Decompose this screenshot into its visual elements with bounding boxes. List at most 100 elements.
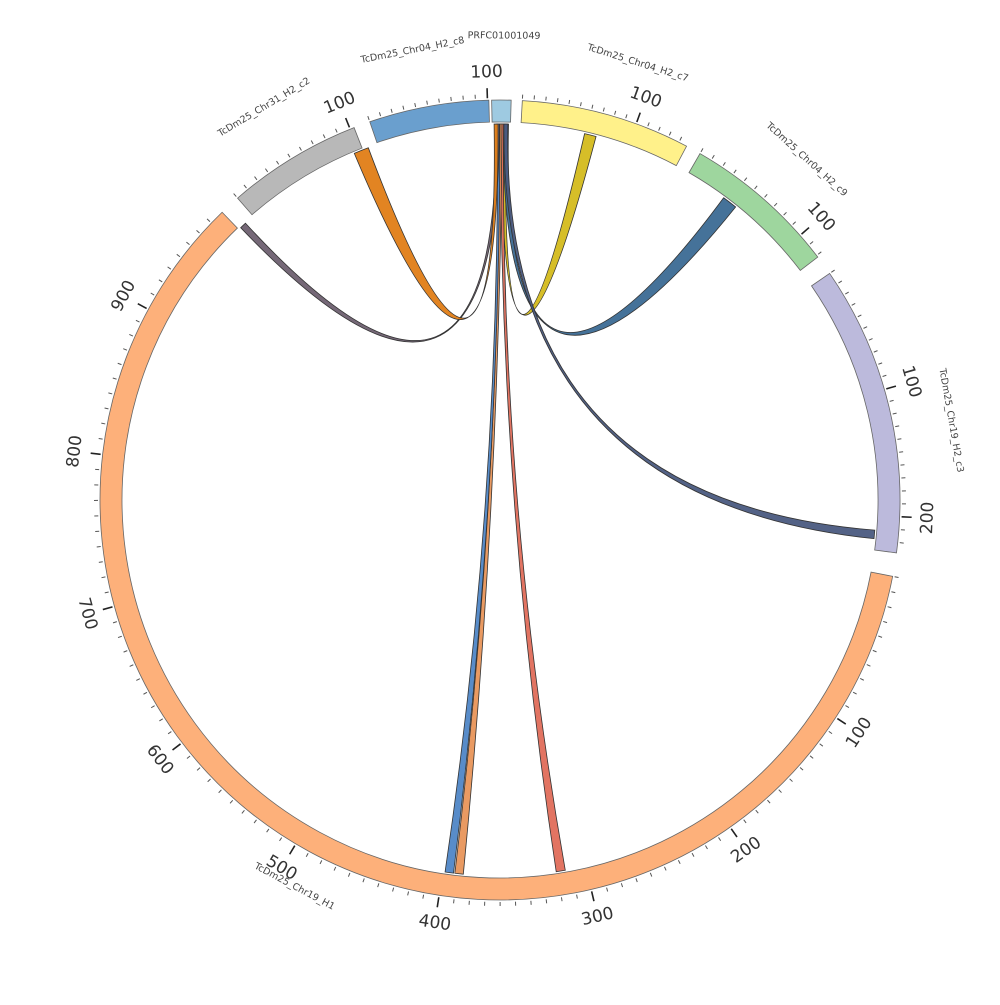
minor-tick <box>767 800 770 803</box>
segment-label-c3: TcDm25_Chr19_H2_c3 <box>936 367 965 474</box>
tick-label-H1-700: 700 <box>73 596 101 633</box>
minor-tick <box>873 650 877 651</box>
minor-tick <box>118 636 122 637</box>
minor-tick <box>860 678 864 680</box>
minor-tick <box>705 846 707 849</box>
tick-label-c9-100: 100 <box>803 198 839 236</box>
minor-tick <box>311 141 313 145</box>
minor-tick <box>323 134 325 138</box>
minor-tick <box>391 109 392 113</box>
link-PRFC01001049-c7-0 <box>501 124 596 315</box>
minor-tick <box>277 161 279 164</box>
segment-label-c8: TcDm25_Chr04_H2_c8 <box>359 35 466 66</box>
minor-tick <box>678 860 680 864</box>
segment-c3 <box>812 273 900 552</box>
minor-tick <box>99 438 103 439</box>
segment-label-c2: TcDm25_Chr31_H2_c2 <box>215 76 312 140</box>
tick-label-H1-300: 300 <box>580 903 616 930</box>
tick-label-H1-100: 100 <box>842 714 876 752</box>
minor-tick <box>800 768 803 771</box>
minor-tick <box>427 101 428 105</box>
minor-tick <box>829 731 832 733</box>
minor-tick <box>701 148 703 151</box>
minor-tick <box>869 339 873 341</box>
major-tick <box>346 118 350 127</box>
minor-tick <box>845 706 848 708</box>
tick-label-H1-900: 900 <box>107 277 140 315</box>
minor-tick <box>368 116 369 120</box>
segment-label-c7: TcDm25_Chr04_H2_c7 <box>585 42 690 84</box>
minor-tick <box>669 132 671 136</box>
tick-label-H1-400: 400 <box>417 911 452 936</box>
tick-label-c7-100: 100 <box>627 83 664 113</box>
tick-label-c3-200: 200 <box>917 501 938 534</box>
minor-tick <box>378 883 379 887</box>
minor-tick <box>734 170 736 173</box>
minor-tick <box>254 820 256 823</box>
minor-tick <box>878 363 882 364</box>
minor-tick <box>890 400 894 401</box>
major-tick <box>103 607 113 610</box>
minor-tick <box>118 363 122 364</box>
minor-tick <box>151 293 154 295</box>
minor-tick <box>187 756 190 759</box>
segment-label-PRFC01001049: PRFC01001049 <box>468 30 541 42</box>
minor-tick <box>105 592 109 593</box>
minor-tick <box>306 853 308 857</box>
minor-tick <box>615 111 616 115</box>
segment-c9 <box>689 154 818 271</box>
minor-tick <box>557 98 558 102</box>
tick-label-c3-100: 100 <box>897 363 925 400</box>
minor-tick <box>858 315 862 317</box>
minor-tick <box>893 413 897 414</box>
minor-tick <box>810 242 813 245</box>
major-tick <box>91 453 101 454</box>
minor-tick <box>810 756 813 759</box>
minor-tick <box>336 129 338 133</box>
minor-tick <box>636 878 637 882</box>
minor-tick <box>280 838 282 841</box>
minor-tick <box>334 867 336 871</box>
minor-tick <box>744 820 746 823</box>
minor-tick <box>105 408 109 409</box>
minor-tick <box>603 108 604 112</box>
minor-tick <box>774 203 777 206</box>
minor-tick <box>168 267 171 269</box>
minor-tick <box>108 393 112 394</box>
minor-tick <box>363 878 364 882</box>
major-tick <box>592 891 594 901</box>
minor-tick <box>895 426 899 427</box>
minor-tick <box>320 860 322 864</box>
minor-tick <box>379 112 380 116</box>
minor-tick <box>267 829 269 832</box>
minor-tick <box>242 810 245 813</box>
segment-label-c9: TcDm25_Chr04_H2_c9 <box>763 120 849 199</box>
tick-label-H1-600: 600 <box>142 741 178 779</box>
major-tick <box>138 304 147 309</box>
minor-tick <box>755 186 758 189</box>
minor-tick <box>208 779 211 782</box>
major-tick <box>837 719 845 724</box>
minor-tick <box>124 651 128 652</box>
minor-tick <box>234 194 237 197</box>
minor-tick <box>838 281 841 283</box>
minor-tick <box>845 292 848 294</box>
major-tick <box>290 846 295 855</box>
minor-tick <box>692 853 694 857</box>
minor-tick <box>779 790 782 793</box>
minor-tick <box>883 621 887 622</box>
minor-tick <box>853 692 857 694</box>
minor-tick <box>136 679 140 681</box>
minor-tick <box>143 692 147 694</box>
minor-tick <box>874 351 878 352</box>
minor-tick <box>650 873 651 877</box>
minor-tick <box>680 137 682 141</box>
minor-tick <box>569 100 570 104</box>
minor-tick <box>864 327 868 329</box>
segment-c2 <box>238 128 363 215</box>
minor-tick <box>712 155 714 158</box>
minor-tick <box>177 254 180 256</box>
tick-label-c8-100: 100 <box>470 62 503 83</box>
minor-tick <box>561 897 562 901</box>
